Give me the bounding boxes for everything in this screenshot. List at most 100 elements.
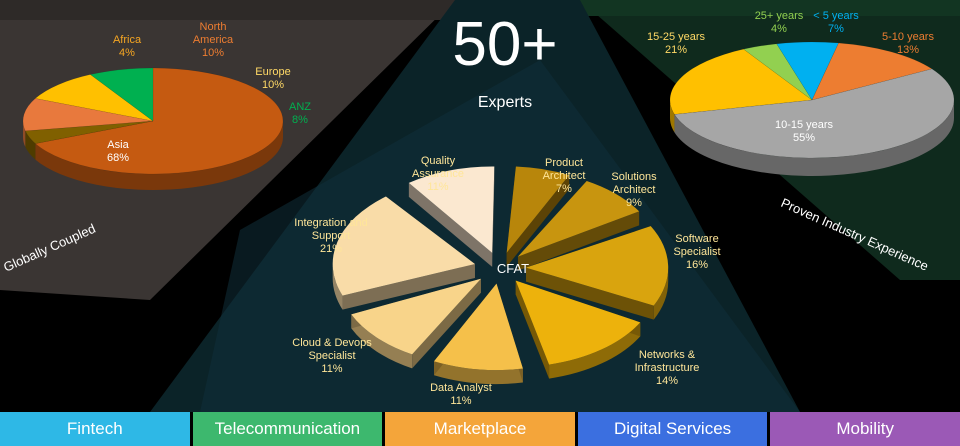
pie-slice-side-data-analyst bbox=[434, 361, 523, 385]
label-asia-line: Asia bbox=[107, 139, 129, 151]
pie-slice-networks-infrastructure bbox=[515, 280, 641, 365]
label-5-10-years-line: 5-10 years bbox=[882, 31, 934, 43]
label-quality-assurance-line: 11% bbox=[427, 181, 448, 193]
label-north-america: North America 10% bbox=[193, 21, 234, 59]
label-cloud-devops-specialist: Cloud & Devops Specialist 11% bbox=[292, 337, 372, 375]
label-15-25-years-line: 21% bbox=[665, 44, 687, 56]
pie-slice-side-10-15-years bbox=[674, 100, 954, 177]
label-integration-and-support: Integration and Support 21% bbox=[294, 217, 367, 255]
pie-slice-25-years bbox=[743, 43, 813, 101]
pie-slice-wall-integration-and-support bbox=[342, 263, 475, 310]
pie-slice-side-africa bbox=[25, 130, 36, 160]
right-panel-top bbox=[575, 0, 960, 16]
label-software-specialist-line: Software bbox=[675, 233, 718, 245]
pie-slice-wall-solutions-architect bbox=[517, 211, 640, 271]
pie-slice-side-15-25-years bbox=[670, 100, 675, 133]
label-data-analyst: Data Analyst 11% bbox=[430, 382, 492, 407]
label-solutions-architect-line: Architect bbox=[613, 184, 656, 196]
pie-slice-software-specialist bbox=[525, 226, 669, 306]
label-5-years-line: 7% bbox=[828, 23, 844, 35]
label-data-analyst-line: 11% bbox=[450, 395, 471, 407]
label-software-specialist-line: 16% bbox=[686, 259, 708, 271]
pie-slice-side-networks-infrastructure bbox=[549, 322, 641, 379]
label-north-america-line: North bbox=[200, 21, 227, 33]
label-africa: Africa 4% bbox=[113, 34, 142, 59]
pie-slice-product-architect bbox=[506, 166, 570, 253]
label-networks-infrastructure-line: 14% bbox=[656, 375, 678, 387]
tab-mobility[interactable]: Mobility bbox=[770, 412, 960, 446]
label-25-years-line: 25+ years bbox=[755, 10, 804, 22]
label-10-15-years-line: 55% bbox=[793, 132, 815, 144]
label-integration-and-support-line: Support bbox=[312, 230, 351, 242]
pie-slice-cloud-devops-specialist bbox=[351, 278, 481, 355]
label-north-america-line: America bbox=[193, 34, 234, 46]
pie-slice-wall-networks-infrastructure bbox=[515, 280, 550, 379]
label-product-architect-line: Product bbox=[545, 157, 583, 169]
expert-count-label: Experts bbox=[477, 94, 533, 111]
label-product-architect-line: Architect bbox=[543, 170, 586, 182]
pie-slice-data-analyst bbox=[434, 283, 523, 371]
label-europe-line: Europe bbox=[255, 66, 290, 78]
label-cloud-devops-specialist-line: Specialist bbox=[308, 350, 355, 362]
pie-slice-side-cloud-devops-specialist bbox=[351, 314, 413, 369]
label-product-architect: Product Architect 7% bbox=[543, 157, 586, 195]
pie-slice-wall-cloud-devops-specialist bbox=[412, 278, 481, 369]
pie-slice-integration-and-support bbox=[332, 196, 475, 296]
label-quality-assurance-line: Quality bbox=[421, 155, 456, 167]
label-asia: Asia 68% bbox=[107, 139, 130, 164]
pie-slice-africa bbox=[24, 120, 154, 144]
label-5-10-years-line: 13% bbox=[897, 44, 919, 56]
label-solutions-architect: Solutions Architect 9% bbox=[611, 171, 657, 209]
tab-fintech[interactable]: Fintech bbox=[0, 412, 190, 446]
pie-slice-wall-quality-assurance bbox=[492, 166, 495, 267]
label-europe: Europe 10% bbox=[255, 66, 290, 91]
label-integration-and-support-line: 21% bbox=[320, 243, 342, 255]
industry-tab-bar: Fintech Telecommunication Marketplace Di… bbox=[0, 412, 960, 446]
pie-slice-side-software-specialist bbox=[653, 267, 669, 320]
pie-slice-quality-assurance bbox=[408, 166, 495, 253]
label-quality-assurance: Quality Assurance 11% bbox=[412, 155, 464, 193]
label-software-specialist: Software Specialist 16% bbox=[673, 233, 720, 271]
label-anz-line: 8% bbox=[292, 114, 308, 126]
label-africa-line: Africa bbox=[113, 34, 142, 46]
pie-slice-anz bbox=[89, 67, 154, 122]
pie-slice-5-10-years bbox=[811, 42, 933, 101]
left-panel-top bbox=[0, 0, 455, 20]
label-networks-infrastructure-line: Infrastructure bbox=[635, 362, 700, 374]
tab-marketplace[interactable]: Marketplace bbox=[385, 412, 575, 446]
tab-digital-services[interactable]: Digital Services bbox=[577, 412, 768, 446]
label-north-america-line: 10% bbox=[202, 47, 224, 59]
chart-canvas: Asia 68%Africa 4%North America 10%Europe 10%A… bbox=[0, 0, 960, 412]
label-africa-line: 4% bbox=[119, 47, 135, 59]
pie-slice-europe bbox=[34, 74, 154, 122]
label-software-specialist-line: Specialist bbox=[673, 246, 720, 258]
label-cloud-devops-specialist-line: Cloud & Devops bbox=[292, 337, 372, 349]
pie-slice-5-years bbox=[776, 41, 839, 101]
pie-slice-side-north-america bbox=[23, 121, 26, 147]
label-anz: ANZ 8% bbox=[289, 101, 311, 126]
label-solutions-architect-line: Solutions bbox=[611, 171, 657, 183]
pie-slice-asia bbox=[34, 67, 284, 175]
role-chart-title: CFAT bbox=[497, 261, 529, 276]
label-networks-infrastructure: Networks & Infrastructure 14% bbox=[635, 349, 700, 387]
pie-slice-solutions-architect bbox=[517, 180, 640, 257]
pie-slice-side-integration-and-support bbox=[332, 263, 343, 310]
label-solutions-architect-line: 9% bbox=[626, 197, 642, 209]
label-asia-line: 68% bbox=[107, 152, 129, 164]
label-product-architect-line: 7% bbox=[556, 183, 572, 195]
label-networks-infrastructure-line: Networks & bbox=[639, 349, 696, 361]
label-5-10-years: 5-10 years 13% bbox=[882, 31, 934, 56]
tab-telecommunication[interactable]: Telecommunication bbox=[192, 412, 383, 446]
label-cloud-devops-specialist-line: 11% bbox=[321, 363, 342, 375]
label-5-years-line: < 5 years bbox=[813, 10, 859, 22]
region-pie: Asia 68%Africa 4%North America 10%Europe 10%A… bbox=[22, 21, 311, 190]
label-10-15-years-line: 10-15 years bbox=[775, 119, 834, 131]
expert-count: 50+ bbox=[452, 10, 558, 79]
label-data-analyst-line: Data Analyst bbox=[430, 382, 492, 394]
label-15-25-years-line: 15-25 years bbox=[647, 31, 706, 43]
label-5-years: < 5 years 7% bbox=[813, 10, 859, 35]
pie-slice-wall-software-specialist bbox=[525, 267, 654, 320]
role-pie: Product Architect 7%Solutions Architect 9%So… bbox=[292, 155, 720, 407]
label-15-25-years: 15-25 years 21% bbox=[647, 31, 706, 56]
